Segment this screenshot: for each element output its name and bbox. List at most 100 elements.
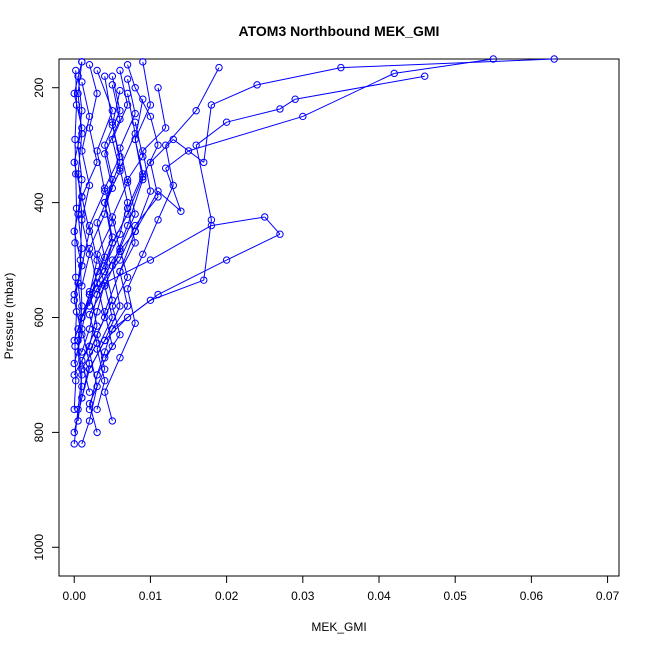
series-segment bbox=[127, 288, 136, 324]
data-point bbox=[169, 135, 177, 144]
series-segment bbox=[96, 254, 106, 287]
data-point bbox=[116, 115, 124, 124]
data-point bbox=[93, 371, 101, 379]
data-point bbox=[123, 302, 132, 310]
data-point bbox=[146, 158, 155, 167]
series-segment bbox=[188, 115, 303, 152]
series-segment bbox=[104, 305, 121, 341]
data-point bbox=[337, 63, 345, 72]
x-axis-label: MEK_GMI bbox=[311, 620, 366, 634]
data-point bbox=[72, 376, 80, 385]
data-point bbox=[85, 365, 94, 373]
data-series bbox=[93, 75, 139, 414]
series-segment bbox=[119, 248, 129, 278]
series-segment bbox=[104, 259, 151, 284]
series-segment bbox=[119, 202, 129, 235]
data-point bbox=[161, 164, 170, 172]
data-point bbox=[123, 313, 132, 322]
data-series bbox=[70, 55, 558, 345]
series-segment bbox=[77, 214, 83, 249]
y-axis: 200 400 600 800 1000 bbox=[32, 77, 60, 561]
data-point bbox=[116, 66, 124, 75]
data-point bbox=[108, 313, 117, 322]
data-point bbox=[93, 405, 101, 414]
data-point bbox=[78, 440, 86, 448]
series-segment bbox=[74, 242, 77, 278]
data-point bbox=[101, 72, 109, 80]
data-series bbox=[101, 118, 147, 362]
series-segment bbox=[149, 116, 159, 146]
data-point bbox=[85, 221, 94, 230]
series-segment bbox=[104, 251, 121, 287]
data-point bbox=[131, 109, 139, 118]
series-segment bbox=[73, 380, 77, 410]
data-point bbox=[108, 72, 117, 80]
series-segment bbox=[88, 127, 98, 163]
data-point bbox=[85, 310, 94, 319]
series-segment bbox=[77, 386, 83, 421]
data-series bbox=[78, 55, 497, 356]
x-tick-label: 0.01 bbox=[139, 589, 163, 603]
series-segment bbox=[119, 323, 136, 358]
series-segment bbox=[195, 67, 220, 111]
series-segment bbox=[264, 216, 281, 235]
x-tick-label: 0.02 bbox=[215, 589, 239, 603]
series-segment bbox=[81, 196, 90, 232]
series-segment bbox=[127, 299, 151, 318]
data-point bbox=[74, 325, 82, 333]
data-point bbox=[131, 118, 139, 126]
data-point bbox=[146, 256, 155, 264]
data-point bbox=[123, 273, 132, 281]
series-segment bbox=[73, 409, 79, 444]
data-point bbox=[108, 121, 117, 129]
series-segment bbox=[73, 196, 83, 232]
series-segment bbox=[127, 156, 144, 180]
series-segment bbox=[150, 225, 212, 261]
data-point bbox=[101, 253, 109, 261]
series-segment bbox=[96, 222, 106, 258]
series-segment bbox=[211, 216, 265, 227]
series-segment bbox=[96, 282, 106, 318]
x-tick-label: 0.04 bbox=[367, 589, 391, 603]
data-point bbox=[154, 84, 162, 92]
series-segment bbox=[89, 190, 106, 226]
data-point bbox=[200, 276, 208, 284]
series-segment bbox=[89, 340, 106, 370]
series-segment bbox=[74, 346, 77, 381]
series-segment bbox=[111, 216, 121, 252]
x-tick-label: 0.07 bbox=[596, 589, 620, 603]
data-point bbox=[291, 95, 299, 103]
data-point bbox=[101, 282, 109, 290]
data-point bbox=[85, 181, 94, 190]
data-point bbox=[131, 239, 139, 247]
series-segment bbox=[77, 351, 83, 387]
data-point bbox=[93, 331, 101, 339]
series-segment bbox=[73, 93, 83, 129]
series-segment bbox=[104, 271, 121, 312]
data-point bbox=[116, 302, 124, 310]
data-point bbox=[93, 345, 101, 353]
series-segment bbox=[104, 153, 113, 189]
data-point bbox=[78, 325, 86, 333]
series-segment bbox=[127, 254, 144, 289]
data-point bbox=[93, 382, 101, 391]
data-point bbox=[78, 210, 86, 218]
data-point bbox=[108, 233, 117, 241]
series-segment bbox=[119, 231, 136, 272]
x-tick-label: 0.00 bbox=[63, 589, 87, 603]
data-point bbox=[139, 152, 147, 161]
data-point bbox=[70, 440, 78, 448]
data-point bbox=[222, 118, 231, 126]
series-segment bbox=[119, 242, 136, 272]
series-segment bbox=[96, 150, 106, 192]
data-point bbox=[101, 262, 109, 270]
data-point bbox=[93, 279, 101, 287]
series-segment bbox=[73, 265, 83, 301]
series-segment bbox=[127, 179, 136, 215]
series-segment bbox=[195, 145, 212, 220]
data-point bbox=[78, 302, 86, 310]
series-segment bbox=[88, 294, 98, 330]
data-point bbox=[139, 250, 147, 259]
data-point bbox=[154, 193, 162, 201]
series-segment bbox=[81, 162, 98, 198]
